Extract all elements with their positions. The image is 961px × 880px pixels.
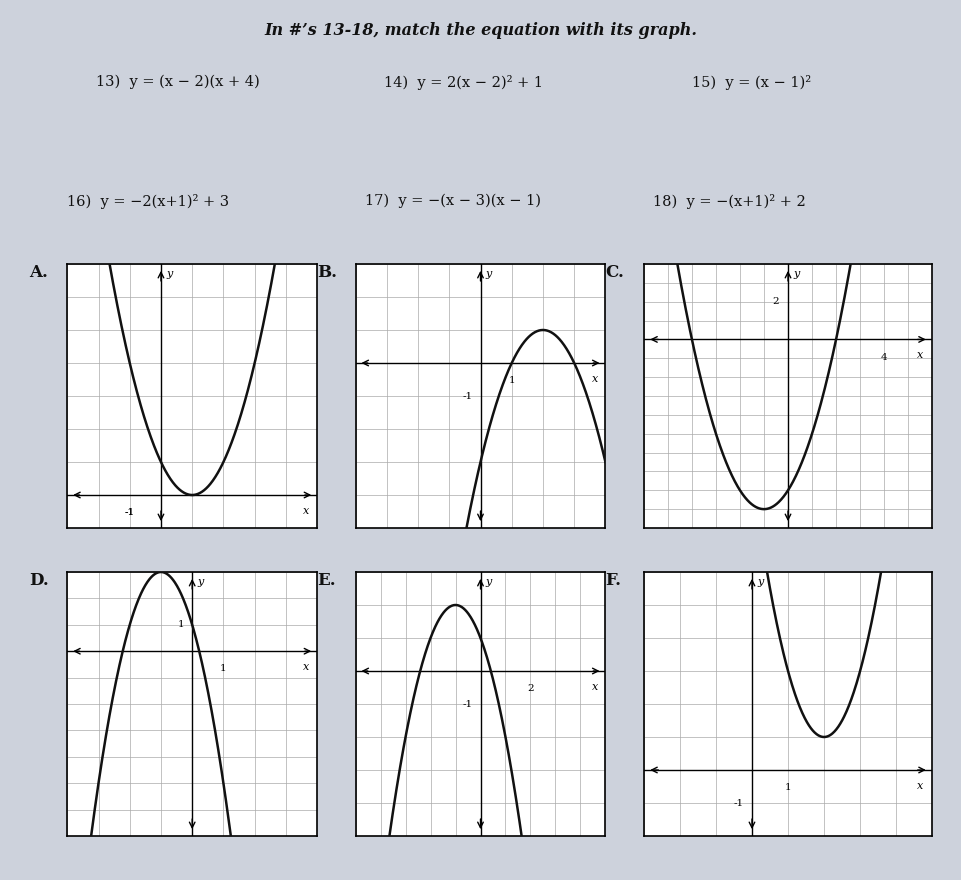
- Text: x: x: [304, 662, 309, 671]
- Text: -1: -1: [733, 798, 744, 808]
- Text: 1: 1: [178, 620, 185, 629]
- Text: y: y: [197, 577, 204, 587]
- Text: 15)  y = (x − 1)²: 15) y = (x − 1)²: [692, 75, 811, 90]
- Text: In #’s 13-18, match the equation with its graph.: In #’s 13-18, match the equation with it…: [264, 22, 697, 39]
- Text: x: x: [917, 350, 924, 360]
- Text: 2: 2: [528, 685, 533, 693]
- Text: 14)  y = 2(x − 2)² + 1: 14) y = 2(x − 2)² + 1: [384, 75, 543, 90]
- Text: y: y: [485, 269, 492, 279]
- Text: x: x: [592, 681, 598, 692]
- Text: 1: 1: [785, 783, 791, 792]
- Text: C.: C.: [605, 264, 625, 281]
- Text: -1: -1: [125, 508, 135, 517]
- Text: -1: -1: [463, 700, 473, 708]
- Text: 1: 1: [220, 664, 227, 673]
- Text: y: y: [794, 269, 801, 279]
- Text: y: y: [757, 577, 764, 587]
- Text: F.: F.: [605, 572, 622, 589]
- Text: y: y: [485, 577, 492, 587]
- Text: -1: -1: [463, 392, 473, 400]
- Text: 16)  y = −2(x+1)² + 3: 16) y = −2(x+1)² + 3: [67, 194, 230, 209]
- Text: 17)  y = −(x − 3)(x − 1): 17) y = −(x − 3)(x − 1): [365, 194, 541, 208]
- Text: -1: -1: [125, 508, 135, 517]
- Text: 2: 2: [773, 297, 779, 306]
- Text: E.: E.: [317, 572, 335, 589]
- Text: y: y: [166, 269, 172, 279]
- Text: x: x: [917, 781, 924, 790]
- Text: x: x: [592, 373, 598, 384]
- Text: 18)  y = −(x+1)² + 2: 18) y = −(x+1)² + 2: [653, 194, 806, 209]
- Text: x: x: [304, 505, 309, 516]
- Text: 13)  y = (x − 2)(x + 4): 13) y = (x − 2)(x + 4): [96, 75, 259, 89]
- Text: 1: 1: [508, 377, 515, 385]
- Text: 4: 4: [881, 353, 887, 362]
- Text: A.: A.: [29, 264, 48, 281]
- Text: B.: B.: [317, 264, 337, 281]
- Text: D.: D.: [29, 572, 49, 589]
